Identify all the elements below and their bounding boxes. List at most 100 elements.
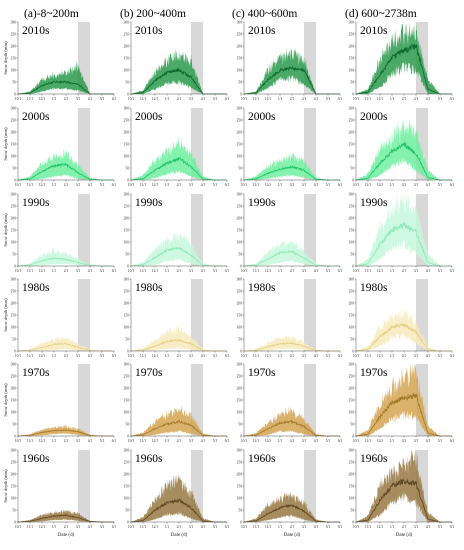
range-band [244, 46, 340, 94]
x-tick-label: 10/1 [241, 439, 248, 443]
x-tick-label: 2/1 [402, 439, 407, 443]
y-tick-label: 0 [240, 178, 242, 182]
decade-label: 1960s [248, 453, 276, 465]
y-tick-label: 150 [11, 313, 17, 317]
x-tick-label: 12/1 [377, 183, 384, 187]
y-tick-label: 0 [240, 264, 242, 268]
panel-grid: 0 50 100 150 200 250 300 10/1 11/1 12/1 1/1 2/1 3/1 4… [3, 20, 454, 538]
column-title-c: (c) 400~600m [232, 8, 297, 20]
x-tick-label: 2/1 [177, 354, 182, 358]
y-tick-label: 300 [237, 106, 243, 110]
decade-label: 1990s [360, 197, 388, 209]
x-tick-label: 6/1 [112, 439, 117, 443]
y-tick-label: 0 [14, 349, 16, 353]
y-tick-label: 300 [349, 362, 355, 366]
y-tick-label: 250 [124, 374, 130, 378]
y-tick-label: 100 [124, 496, 130, 500]
y-tick-label: 50 [350, 166, 354, 170]
x-tick-label: 5/1 [326, 439, 331, 443]
decade-label: 1960s [22, 453, 50, 465]
y-tick-label: 150 [349, 484, 355, 488]
x-tick-label: 3/1 [76, 97, 81, 101]
decade-label: 1990s [248, 197, 276, 209]
y-tick-label: 50 [125, 422, 129, 426]
x-tick-label: 1/1 [52, 183, 57, 187]
x-tick-label: 5/1 [213, 525, 218, 529]
mean-line [355, 392, 452, 437]
x-tick-label: 12/1 [265, 354, 272, 358]
x-tick-label: 1/1 [390, 183, 395, 187]
y-tick-label: 100 [11, 496, 17, 500]
x-tick-label: 12/1 [152, 525, 159, 529]
y-tick-label: 250 [124, 32, 130, 36]
y-tick-label: 150 [237, 228, 243, 232]
y-tick-label: 50 [12, 422, 16, 426]
panel-1960s-col4: 0 50 100 150 200 250 300 10/1 11/1 12/1 1/1 2/1 3/1 4… [349, 448, 455, 538]
y-tick-label: 250 [11, 289, 17, 293]
x-tick-label: 1/1 [390, 97, 395, 101]
y-tick-label: 50 [238, 422, 242, 426]
x-tick-label: 4/1 [426, 183, 431, 187]
panel-1970s-col2: 0 50 100 150 200 250 300 10/1 11/1 12/1 1/1 2/1 3/1 4… [124, 362, 230, 443]
x-tick-label: 6/1 [450, 525, 455, 529]
y-axis-label: Snow depth (mm) [3, 127, 8, 161]
decade-label: 1990s [22, 197, 50, 209]
y-tick-label: 100 [237, 325, 243, 329]
x-tick-label: 10/1 [15, 269, 22, 273]
x-tick-label: 1/1 [390, 269, 395, 273]
range-band [356, 194, 452, 266]
y-tick-label: 200 [349, 301, 355, 305]
x-tick-label: 3/1 [302, 439, 307, 443]
x-tick-label: 1/1 [390, 439, 395, 443]
y-tick-label: 100 [124, 154, 130, 158]
y-tick-label: 100 [349, 68, 355, 72]
y-tick-label: 250 [237, 460, 243, 464]
y-tick-label: 50 [350, 252, 354, 256]
y-tick-label: 100 [349, 154, 355, 158]
x-tick-label: 2/1 [177, 525, 182, 529]
x-tick-label: 12/1 [39, 97, 46, 101]
y-tick-label: 300 [124, 192, 130, 196]
x-tick-label: 4/1 [426, 525, 431, 529]
x-tick-label: 5/1 [213, 183, 218, 187]
x-tick-label: 12/1 [39, 525, 46, 529]
y-tick-label: 300 [11, 362, 17, 366]
y-tick-label: 50 [350, 508, 354, 512]
y-tick-label: 200 [11, 216, 17, 220]
melt-period-shade [304, 450, 316, 522]
y-tick-label: 0 [240, 92, 242, 96]
y-tick-label: 200 [11, 301, 17, 305]
column-titles: (a)-8~200m (b) 200~400m (c) 400~600m (d)… [24, 8, 417, 20]
y-tick-label: 200 [237, 216, 243, 220]
decade-label: 1980s [22, 282, 50, 294]
y-tick-label: 300 [124, 20, 130, 24]
y-tick-label: 200 [11, 472, 17, 476]
x-tick-label: 11/1 [27, 525, 33, 529]
x-tick-label: 11/1 [365, 525, 371, 529]
range-band [131, 135, 227, 180]
x-tick-label: 2/1 [402, 354, 407, 358]
y-tick-label: 50 [350, 80, 354, 84]
y-tick-label: 300 [349, 277, 355, 281]
x-tick-label: 3/1 [189, 97, 194, 101]
y-tick-label: 100 [237, 496, 243, 500]
y-tick-label: 200 [124, 130, 130, 134]
x-tick-label: 1/1 [52, 525, 57, 529]
y-tick-label: 0 [127, 520, 129, 524]
x-tick-label: 11/1 [27, 354, 33, 358]
x-tick-label: 12/1 [377, 97, 384, 101]
y-tick-label: 50 [125, 80, 129, 84]
mean-line [355, 322, 452, 352]
x-tick-label: 3/1 [414, 269, 419, 273]
y-tick-label: 200 [237, 130, 243, 134]
x-tick-label: 2/1 [290, 354, 295, 358]
y-tick-label: 150 [349, 56, 355, 60]
panel-1980s-col2: 0 50 100 150 200 250 300 10/1 11/1 12/1 1/1 2/1 3/1 4… [124, 277, 230, 358]
y-tick-label: 0 [14, 264, 16, 268]
y-tick-label: 200 [11, 386, 17, 390]
x-tick-label: 2/1 [64, 269, 69, 273]
x-tick-label: 1/1 [52, 97, 57, 101]
x-tick-label: 12/1 [265, 269, 272, 273]
x-tick-label: 1/1 [165, 439, 170, 443]
x-tick-label: 1/1 [165, 525, 170, 529]
